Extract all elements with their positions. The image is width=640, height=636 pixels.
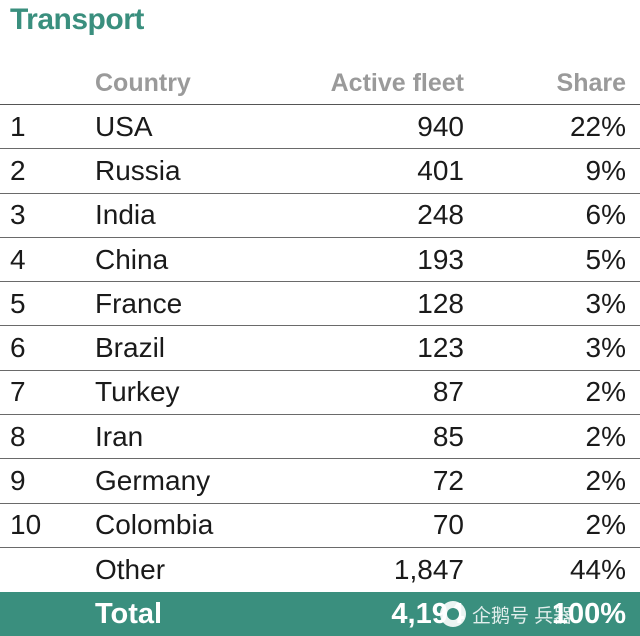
cell-country: Russia	[95, 154, 181, 186]
cell-active-fleet: 72	[432, 465, 464, 497]
header-country: Country	[95, 69, 191, 97]
cell-share: 44%	[569, 554, 626, 586]
cell-active-fleet: 248	[417, 199, 464, 231]
cell-country: India	[95, 199, 156, 231]
cell-rank: 4	[10, 243, 26, 275]
cell-rank: 10	[10, 509, 42, 541]
cell-active-fleet: 1,847	[393, 554, 464, 586]
total-row: Total 4,194 100%	[0, 592, 640, 636]
cell-share: 6%	[585, 199, 626, 231]
table-row: 1 USA 940 22%	[0, 105, 640, 150]
cell-share: 2%	[585, 376, 626, 408]
table-header-row: Country Active fleet Share	[0, 62, 640, 105]
cell-active-fleet: 128	[417, 287, 464, 319]
fleet-table: Country Active fleet Share 1 USA 940 22% 2 Ru…	[0, 62, 640, 592]
table-row: Other 1,847 44%	[0, 548, 640, 592]
cell-share: 5%	[585, 243, 626, 275]
header-share: Share	[556, 69, 626, 97]
table-row: 10 Colombia 70 2%	[0, 504, 640, 548]
cell-share: 2%	[585, 509, 626, 541]
table-row: 7 Turkey 87 2%	[0, 371, 640, 416]
cell-share: 3%	[585, 332, 626, 364]
table-body: 1 USA 940 22% 2 Russia 401 9% 3 India 248 6% 4 China 1…	[0, 105, 640, 592]
cell-rank: 5	[10, 287, 26, 319]
cell-rank: 8	[10, 420, 26, 452]
cell-country: Germany	[95, 465, 211, 497]
table-row: 4 China 193 5%	[0, 238, 640, 283]
cell-country: Colombia	[95, 509, 214, 541]
cell-country: USA	[95, 110, 153, 142]
cell-country: Brazil	[95, 332, 166, 364]
cell-share: 3%	[585, 287, 626, 319]
header-rank	[10, 62, 80, 104]
cell-country: Turkey	[95, 376, 180, 408]
cell-active-fleet: 401	[417, 154, 464, 186]
cell-country: Iran	[95, 420, 144, 452]
table-row: 2 Russia 401 9%	[0, 149, 640, 194]
cell-active-fleet: 87	[432, 376, 464, 408]
cell-rank: 1	[10, 110, 26, 142]
cell-active-fleet: 193	[417, 243, 464, 275]
cell-rank	[10, 548, 80, 592]
cell-country: Other	[95, 554, 166, 586]
cell-active-fleet: 940	[417, 110, 464, 142]
cell-country: China	[95, 243, 169, 275]
table-row: 6 Brazil 123 3%	[0, 326, 640, 371]
cell-share: 2%	[585, 420, 626, 452]
cell-share: 22%	[569, 110, 626, 142]
table-row: 5 France 128 3%	[0, 282, 640, 327]
cell-rank: 9	[10, 465, 26, 497]
table-row: 9 Germany 72 2%	[0, 459, 640, 504]
cell-share: 2%	[585, 465, 626, 497]
cell-rank: 3	[10, 199, 26, 231]
page-title: Transport	[10, 3, 144, 36]
total-label: Total	[95, 597, 163, 630]
total-share: 100%	[551, 597, 626, 630]
watermark-text: 企鹅号 兵器	[472, 605, 573, 627]
header-active-fleet: Active fleet	[330, 69, 464, 97]
cell-active-fleet: 123	[417, 332, 464, 364]
watermark: 企鹅号 兵器	[440, 597, 572, 631]
table-row: 8 Iran 85 2%	[0, 415, 640, 460]
table-row: 3 India 248 6%	[0, 194, 640, 238]
cell-rank: 6	[10, 332, 26, 364]
cell-share: 9%	[585, 154, 626, 186]
cell-active-fleet: 70	[432, 509, 464, 541]
cell-rank: 2	[10, 154, 26, 186]
cell-active-fleet: 85	[432, 420, 464, 452]
cell-rank: 7	[10, 376, 26, 408]
penguin-logo-icon	[440, 601, 466, 627]
cell-country: France	[95, 287, 183, 319]
